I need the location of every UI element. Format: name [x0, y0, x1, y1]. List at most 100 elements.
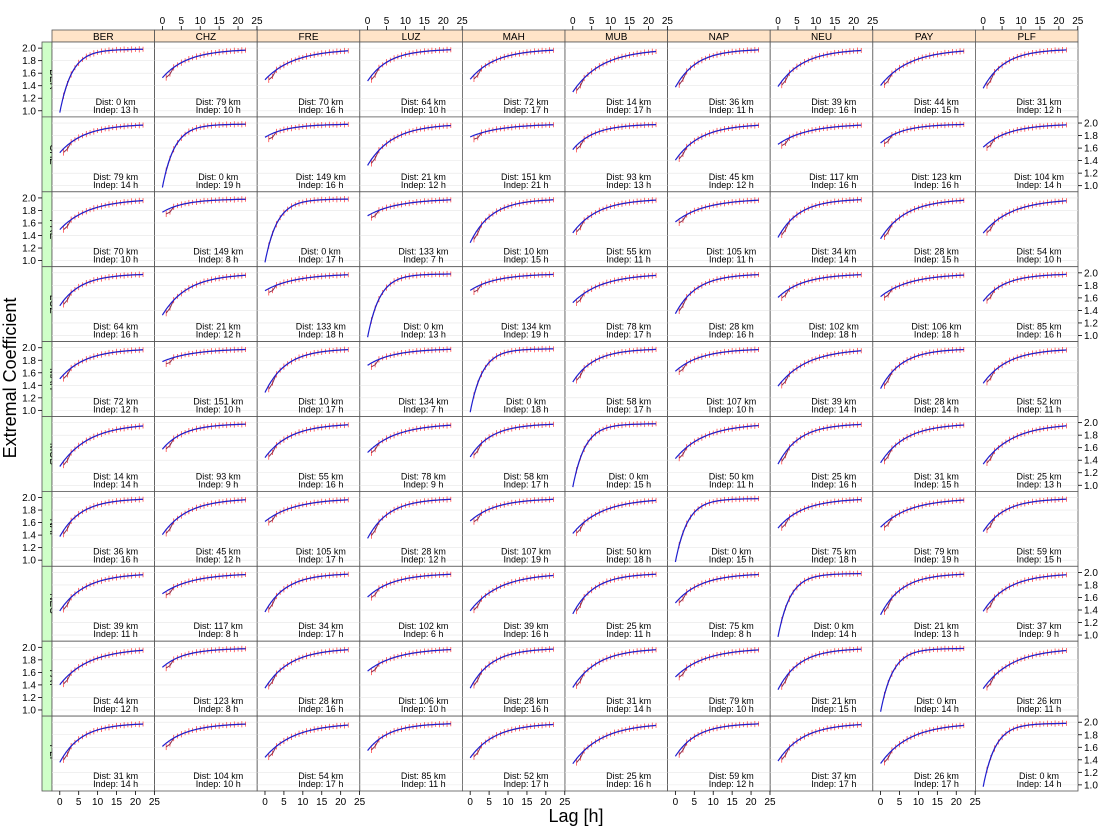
y-tick-label: 1.2 [22, 693, 36, 704]
dist-annotation: Dist: 25 km [606, 621, 651, 631]
model-line [880, 274, 964, 298]
model-line [880, 199, 964, 240]
panel-frame [667, 116, 771, 193]
dist-annotation: Dist: 107 km [706, 397, 756, 407]
model-line [59, 124, 143, 154]
dist-annotation: Dist: 106 km [911, 322, 961, 332]
model-line [469, 49, 554, 80]
model-line [367, 424, 451, 453]
model-line [674, 124, 759, 161]
panel-frame [667, 640, 771, 717]
indep-annotation: Indep: 9 h [198, 479, 238, 489]
y-tick-label: 1.6 [22, 69, 36, 80]
y-tick-label: 1.8 [22, 356, 36, 367]
x-tick-label: 20 [130, 797, 142, 808]
dist-annotation: Dist: 21 km [914, 621, 959, 631]
indep-annotation: Indep: 17 h [298, 554, 343, 564]
x-tick-label: 25 [662, 16, 674, 27]
panel-frame [256, 116, 361, 193]
dist-annotation: Dist: 28 km [914, 247, 959, 257]
model-line [777, 350, 862, 387]
model-line [367, 573, 451, 598]
indep-annotation: Indep: 17 h [298, 405, 343, 415]
indep-annotation: Indep: 13 h [914, 629, 959, 639]
indep-annotation: Indep: 11 h [709, 479, 753, 489]
dist-annotation: Dist: 52 km [1017, 397, 1062, 407]
panel-frame [667, 341, 771, 417]
model-line [777, 199, 862, 238]
x-tick-label: 25 [764, 797, 776, 808]
y-tick-label: 2.0 [1084, 568, 1098, 579]
dist-annotation: Dist: 44 km [93, 696, 138, 706]
y-tick-label: 1.4 [22, 680, 36, 691]
strip-top-label: MUB [605, 32, 628, 43]
dist-annotation: Dist: 0 km [609, 471, 649, 481]
dist-annotation: Dist: 14 km [606, 97, 651, 107]
panel-frame [154, 341, 258, 417]
model-line [469, 423, 554, 458]
panel-frame [769, 116, 874, 193]
y-tick-label: 1.6 [22, 518, 36, 529]
panel-frame [359, 191, 463, 268]
indep-annotation: Indep: 17 h [811, 779, 856, 789]
x-tick-label: 5 [692, 797, 698, 808]
dist-annotation: Dist: 55 km [606, 247, 651, 257]
indep-annotation: Indep: 10 h [1016, 255, 1061, 265]
panel-frame [975, 266, 1079, 343]
dist-annotation: Dist: 34 km [811, 247, 856, 257]
panel-frame [359, 41, 463, 118]
indep-annotation: Indep: 16 h [298, 704, 343, 714]
model-line [674, 348, 759, 372]
y-tick-label: 1.8 [22, 206, 36, 217]
model-line [264, 198, 349, 263]
dist-annotation: Dist: 72 km [504, 97, 549, 107]
y-tick-label: 1.2 [1084, 768, 1098, 779]
x-tick-label: 25 [149, 797, 161, 808]
dist-annotation: Dist: 151 km [501, 172, 551, 182]
y-tick-label: 1.6 [1084, 443, 1098, 454]
x-tick-label: 15 [521, 797, 533, 808]
panel-frame [154, 191, 258, 268]
y-tick-label: 1.4 [22, 381, 36, 392]
y-tick-label: 1.4 [22, 231, 36, 242]
indep-annotation: Indep: 14 h [93, 479, 138, 489]
x-tick-label: 15 [1034, 16, 1046, 27]
panel-frame [359, 715, 463, 792]
model-line [264, 724, 349, 758]
x-tick-label: 5 [76, 797, 82, 808]
indep-annotation: Indep: 7 h [403, 255, 443, 265]
x-tick-label: 10 [1015, 16, 1027, 27]
dist-annotation: Dist: 102 km [398, 621, 448, 631]
indep-annotation: Indep: 9 h [403, 479, 443, 489]
model-line [880, 724, 964, 764]
x-tick-label: 25 [559, 797, 571, 808]
indep-annotation: Indep: 6 h [403, 629, 443, 639]
panel-frame [872, 41, 976, 118]
indep-annotation: Indep: 17 h [606, 330, 651, 340]
model-line [264, 123, 349, 138]
x-tick-label: 15 [316, 797, 328, 808]
x-tick-label: 5 [486, 797, 492, 808]
dist-annotation: Dist: 10 km [298, 397, 343, 407]
model-line [59, 574, 143, 612]
model-line [982, 49, 1067, 89]
x-tick-label: 25 [970, 797, 982, 808]
indep-annotation: Indep: 17 h [914, 779, 959, 789]
model-line [161, 123, 246, 188]
